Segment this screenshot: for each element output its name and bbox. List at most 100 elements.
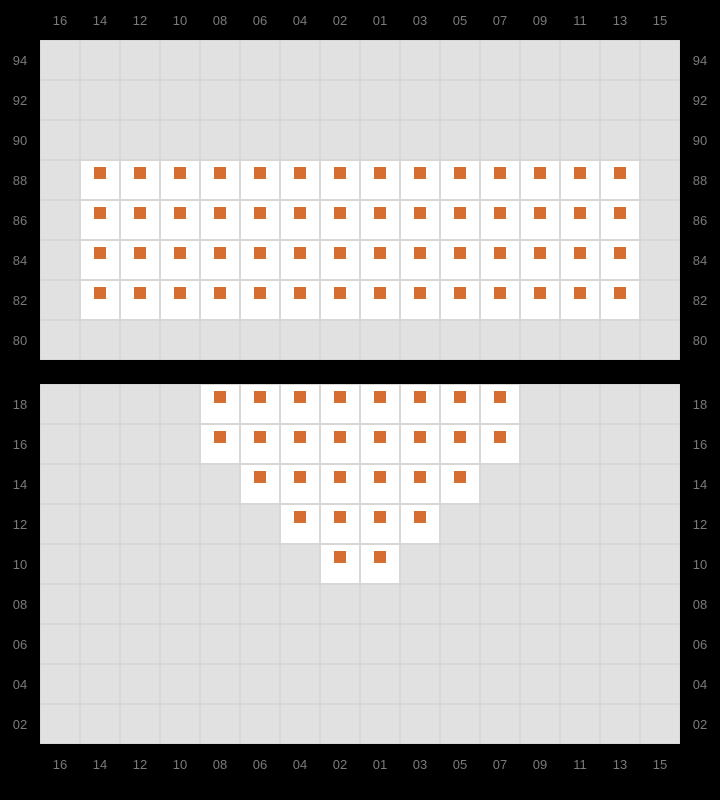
grid-cell [440,80,480,120]
seat-cell[interactable] [440,240,480,280]
seat-cell[interactable] [200,200,240,240]
seat-cell[interactable] [320,240,360,280]
seat-cell[interactable] [320,504,360,544]
seat-cell[interactable] [520,160,560,200]
seat-cell[interactable] [480,384,520,424]
seat-cell[interactable] [240,240,280,280]
seat-cell[interactable] [560,200,600,240]
seat-cell[interactable] [360,384,400,424]
seat-cell[interactable] [400,240,440,280]
seat-cell[interactable] [280,200,320,240]
seat-marker-icon [454,431,466,443]
seat-cell[interactable] [440,464,480,504]
col-label: 02 [320,757,360,772]
seat-cell[interactable] [600,240,640,280]
grid-cell [640,504,680,544]
seat-cell[interactable] [320,280,360,320]
grid-cell [520,664,560,704]
seat-cell[interactable] [200,240,240,280]
seat-cell[interactable] [320,160,360,200]
seat-cell[interactable] [320,384,360,424]
seat-cell[interactable] [360,464,400,504]
seat-cell[interactable] [160,160,200,200]
seat-cell[interactable] [200,424,240,464]
seat-cell[interactable] [480,200,520,240]
seat-cell[interactable] [160,280,200,320]
seat-cell[interactable] [320,544,360,584]
seat-cell[interactable] [320,464,360,504]
seat-cell[interactable] [80,280,120,320]
seat-cell[interactable] [440,200,480,240]
seat-cell[interactable] [360,424,400,464]
seat-cell[interactable] [520,280,560,320]
seat-cell[interactable] [200,384,240,424]
seat-cell[interactable] [480,240,520,280]
row-label: 84 [680,240,720,280]
seat-cell[interactable] [80,240,120,280]
seat-cell[interactable] [240,424,280,464]
seat-cell[interactable] [320,200,360,240]
seat-cell[interactable] [280,280,320,320]
seat-cell[interactable] [280,464,320,504]
seat-cell[interactable] [240,384,280,424]
col-label: 01 [360,13,400,28]
grid-cell [240,504,280,544]
seat-cell[interactable] [560,280,600,320]
seat-cell[interactable] [360,160,400,200]
seat-cell[interactable] [600,160,640,200]
seat-cell[interactable] [320,424,360,464]
seat-cell[interactable] [520,240,560,280]
col-label: 01 [360,757,400,772]
seat-cell[interactable] [400,504,440,544]
seat-cell[interactable] [560,240,600,280]
seat-marker-icon [334,287,346,299]
seat-cell[interactable] [440,160,480,200]
row-label: 90 [0,120,40,160]
seat-cell[interactable] [240,200,280,240]
seat-cell[interactable] [200,160,240,200]
seat-cell[interactable] [560,160,600,200]
seat-cell[interactable] [160,240,200,280]
seat-cell[interactable] [400,464,440,504]
grid-cell [320,80,360,120]
seat-cell[interactable] [360,240,400,280]
col-label: 09 [520,13,560,28]
seat-cell[interactable] [480,160,520,200]
seat-cell[interactable] [480,280,520,320]
seat-cell[interactable] [280,240,320,280]
seat-cell[interactable] [280,384,320,424]
seat-cell[interactable] [280,424,320,464]
seat-cell[interactable] [400,424,440,464]
seat-cell[interactable] [400,160,440,200]
seat-cell[interactable] [120,200,160,240]
seat-cell[interactable] [120,160,160,200]
seat-cell[interactable] [600,280,640,320]
seat-cell[interactable] [80,160,120,200]
seat-marker-icon [94,207,106,219]
seat-cell[interactable] [400,280,440,320]
seat-cell[interactable] [360,200,400,240]
seat-cell[interactable] [80,200,120,240]
seat-cell[interactable] [440,424,480,464]
seat-cell[interactable] [480,424,520,464]
seat-cell[interactable] [360,504,400,544]
seat-marker-icon [214,167,226,179]
seat-cell[interactable] [280,160,320,200]
seat-cell[interactable] [200,280,240,320]
seat-cell[interactable] [120,240,160,280]
seat-cell[interactable] [120,280,160,320]
seat-cell[interactable] [520,200,560,240]
seat-cell[interactable] [360,280,400,320]
seat-cell[interactable] [240,464,280,504]
seat-cell[interactable] [440,384,480,424]
seat-cell[interactable] [400,200,440,240]
seat-cell[interactable] [280,504,320,544]
seat-cell[interactable] [360,544,400,584]
seat-cell[interactable] [600,200,640,240]
seat-cell[interactable] [240,280,280,320]
seat-cell[interactable] [440,280,480,320]
seat-cell[interactable] [160,200,200,240]
seat-cell[interactable] [240,160,280,200]
seat-marker-icon [494,167,506,179]
seat-cell[interactable] [400,384,440,424]
